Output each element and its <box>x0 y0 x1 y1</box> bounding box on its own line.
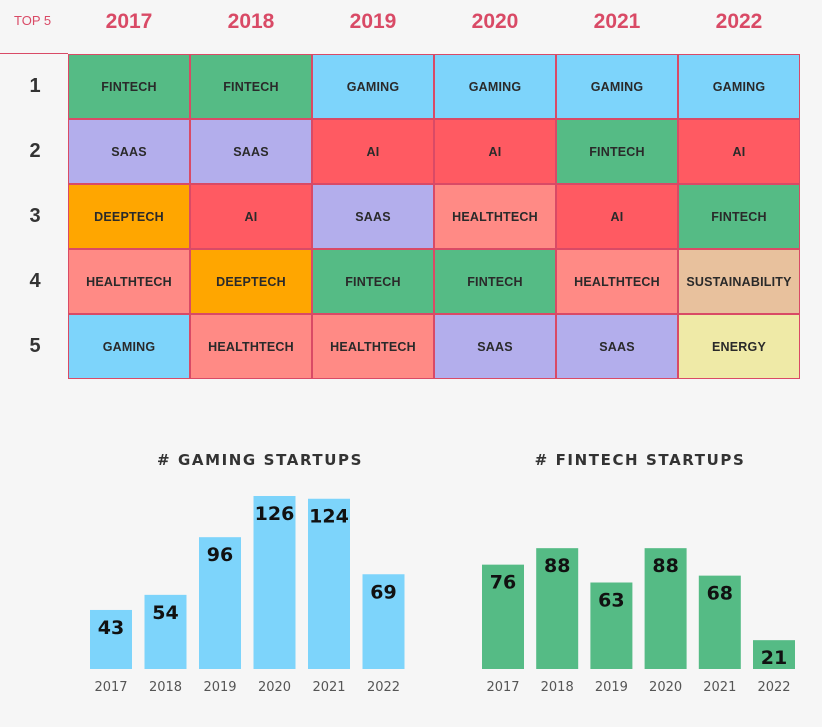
ranking-cell: GAMING <box>434 54 556 119</box>
header-divider <box>0 53 68 54</box>
fintech-tick-label-2017: 2017 <box>486 680 519 695</box>
gaming-tick-label-2018: 2018 <box>149 680 182 695</box>
fintech-bar-2022 <box>753 640 795 669</box>
ranking-cell: DEEPTECH <box>68 184 190 249</box>
ranking-grid: FINTECH FINTECH GAMING GAMING GAMING GAMING SA… <box>68 54 800 379</box>
year-header-2022: 2022 <box>715 10 763 33</box>
gaming-bar-2020 <box>253 496 296 669</box>
fintech-bar-value-2017: 76 <box>490 572 516 594</box>
ranking-cell: SAAS <box>190 119 312 184</box>
fintech-bar-2018 <box>536 548 579 669</box>
ranking-cell: HEALTHTECH <box>190 314 312 379</box>
rank-label-5: 5 <box>29 335 41 357</box>
fintech-bar-value-2020: 88 <box>652 555 678 577</box>
year-header-2019: 2019 <box>349 10 397 33</box>
fintech-bar-value-2018: 88 <box>544 555 570 577</box>
ranking-cell: ENERGY <box>678 314 800 379</box>
ranking-cell: FINTECH <box>190 54 312 119</box>
ranking-cell: AI <box>312 119 434 184</box>
ranking-cell: HEALTHTECH <box>434 184 556 249</box>
ranking-cell: HEALTHTECH <box>556 249 678 314</box>
gaming-bar-chart: 43 2017 54 2018 96 2019 126 2020 124 2021 69 2022 <box>90 496 405 695</box>
fintech-bar-2021 <box>698 575 741 669</box>
gaming-bar-value-2021: 124 <box>309 506 349 528</box>
gaming-tick-label-2020: 2020 <box>258 680 291 695</box>
ranking-cell: HEALTHTECH <box>68 249 190 314</box>
ranking-cell: SAAS <box>68 119 190 184</box>
gaming-tick-label-2022: 2022 <box>367 680 400 695</box>
gaming-tick-label-2017: 2017 <box>94 680 127 695</box>
fintech-bar-value-2019: 63 <box>598 590 624 612</box>
gaming-bar-value-2019: 96 <box>207 544 233 566</box>
top5-label: TOP 5 <box>14 13 52 28</box>
fintech-bar-2019 <box>590 582 633 669</box>
ranking-cell: SAAS <box>312 184 434 249</box>
ranking-table: TOP 5 2017 2018 2019 2020 2021 2022 1 2 3 4 5 FIN… <box>0 10 800 379</box>
gaming-bar-2017 <box>90 609 132 669</box>
ranking-cell: FINTECH <box>312 249 434 314</box>
ranking-cell: FINTECH <box>68 54 190 119</box>
ranking-cell: AI <box>678 119 800 184</box>
fintech-chart-title: # FINTECH STARTUPS <box>534 451 746 469</box>
ranking-cell: HEALTHTECH <box>312 314 434 379</box>
year-header-2018: 2018 <box>227 10 275 33</box>
ranking-cell: AI <box>434 119 556 184</box>
ranking-cell: FINTECH <box>556 119 678 184</box>
gaming-bar-value-2022: 69 <box>370 581 396 603</box>
fintech-tick-label-2021: 2021 <box>703 680 736 695</box>
ranking-cell: FINTECH <box>434 249 556 314</box>
gaming-bar-2018 <box>144 594 187 669</box>
rank-label-4: 4 <box>29 270 41 292</box>
gaming-tick-label-2019: 2019 <box>203 680 236 695</box>
year-header-2020: 2020 <box>471 10 519 33</box>
rank-label-1: 1 <box>29 75 41 97</box>
gaming-bar-value-2018: 54 <box>152 602 178 624</box>
fintech-tick-label-2020: 2020 <box>649 680 682 695</box>
ranking-cell: SAAS <box>434 314 556 379</box>
fintech-tick-label-2022: 2022 <box>757 680 790 695</box>
fintech-bar-chart: 76 2017 88 2018 63 2019 88 2020 68 2021 21 2022 <box>482 548 795 695</box>
ranking-cell: GAMING <box>68 314 190 379</box>
ranking-cell: SUSTAINABILITY <box>678 249 800 314</box>
ranking-cell: AI <box>190 184 312 249</box>
rank-label-2: 2 <box>29 140 41 162</box>
ranking-cell: FINTECH <box>678 184 800 249</box>
fintech-tick-label-2019: 2019 <box>595 680 628 695</box>
gaming-bar-value-2020: 126 <box>255 503 295 525</box>
gaming-bar-2022 <box>362 574 405 669</box>
ranking-cell: GAMING <box>312 54 434 119</box>
ranking-cell: DEEPTECH <box>190 249 312 314</box>
gaming-chart-title: # GAMING STARTUPS <box>156 451 364 469</box>
fintech-bar-2017 <box>482 564 524 669</box>
fintech-bar-value-2022: 21 <box>761 647 787 669</box>
ranking-cell: GAMING <box>556 54 678 119</box>
gaming-bar-2021 <box>308 498 350 669</box>
fintech-tick-label-2018: 2018 <box>541 680 574 695</box>
ranking-cell: AI <box>556 184 678 249</box>
rank-label-3: 3 <box>29 205 41 227</box>
fintech-bar-2020 <box>644 548 687 669</box>
gaming-bar-2019 <box>199 537 241 669</box>
ranking-cell: GAMING <box>678 54 800 119</box>
year-header-2017: 2017 <box>105 10 153 33</box>
year-header-2021: 2021 <box>593 10 641 33</box>
fintech-bar-value-2021: 68 <box>707 583 733 605</box>
gaming-tick-label-2021: 2021 <box>312 680 345 695</box>
gaming-bar-value-2017: 43 <box>98 617 124 639</box>
ranking-cell: SAAS <box>556 314 678 379</box>
